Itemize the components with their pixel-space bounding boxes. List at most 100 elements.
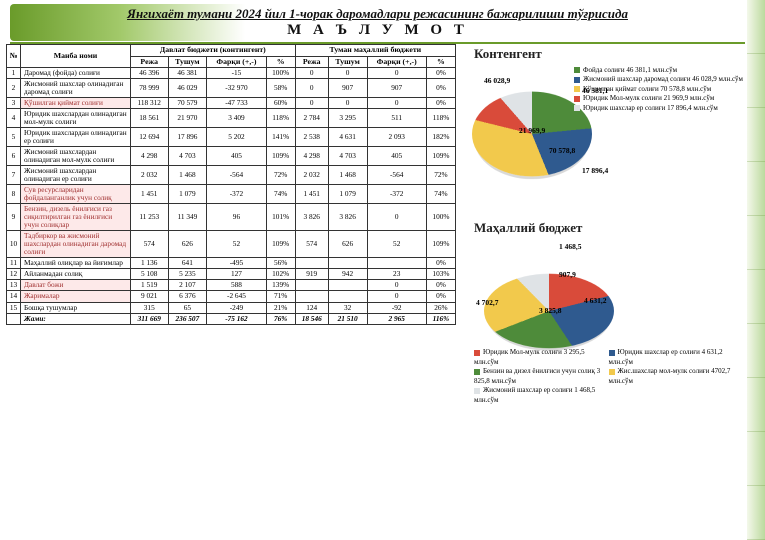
cell-value: 0% xyxy=(426,280,455,291)
cell-value: 60% xyxy=(266,98,295,109)
cell-value: 26% xyxy=(426,302,455,313)
cell-value: 109% xyxy=(266,147,295,166)
col-state-pct: % xyxy=(266,56,295,68)
col-number: № xyxy=(7,45,21,68)
cell-value: 109% xyxy=(426,147,455,166)
cell-value: 907 xyxy=(328,79,367,98)
cell-value: 4 298 xyxy=(131,147,169,166)
cell-value: 1 468 xyxy=(328,166,367,185)
total-value: 2 965 xyxy=(367,313,426,324)
cell-value: 14 xyxy=(7,291,21,302)
col-local-plan: Режа xyxy=(295,56,328,68)
cell-value: 3 xyxy=(7,98,21,109)
cell-source-name: Юридик шахслардан олинадиган ер солиғи xyxy=(21,128,131,147)
legend-item: Юридик шахслар ер солиғи 17 896,4 млн.сў… xyxy=(574,104,743,113)
cell-value: 109% xyxy=(266,231,295,258)
cell-value: 315 xyxy=(131,302,169,313)
cell-source-name: Маҳаллий олиқлар ва йиғимлар xyxy=(21,258,131,269)
cell-value: 3 826 xyxy=(328,204,367,231)
cell-value: 0 xyxy=(295,98,328,109)
cell-value: -47 733 xyxy=(207,98,266,109)
cell-value: 12 694 xyxy=(131,128,169,147)
cell-value: 118% xyxy=(266,109,295,128)
cell-value: 511 xyxy=(367,109,426,128)
col-group-local: Туман маҳаллий бюджети xyxy=(295,45,455,57)
col-group-state: Давлат бюджети (контингент) xyxy=(131,45,296,57)
cell-value: 626 xyxy=(168,231,207,258)
cell-value: 65 xyxy=(168,302,207,313)
cell-value: 103% xyxy=(426,269,455,280)
cell-value: 124 xyxy=(295,302,328,313)
cell-value: 4 298 xyxy=(295,147,328,166)
cell-value: 101% xyxy=(266,204,295,231)
total-value: 18 546 xyxy=(295,313,328,324)
cell-source-name: Тадбиркор ва жисмоний шахслардан олинади… xyxy=(21,231,131,258)
cell-value: 12 xyxy=(7,269,21,280)
cell-value: -249 xyxy=(207,302,266,313)
cell-value: 1 468 xyxy=(168,166,207,185)
cell-value: 11 xyxy=(7,258,21,269)
legend-item: Жисмоний шахслар даромад солиғи 46 028,9… xyxy=(574,75,743,84)
cell-value: 6 376 xyxy=(168,291,207,302)
pie-slice-label: 907,9 xyxy=(559,270,576,279)
cell-source-name: Бошқа тушумлар xyxy=(21,302,131,313)
pie-slice-label: 4 702,7 xyxy=(476,298,499,307)
cell-value: 13 xyxy=(7,280,21,291)
cell-value: 21% xyxy=(266,302,295,313)
cell-value xyxy=(367,258,426,269)
cell-value: 7 xyxy=(7,166,21,185)
total-value: 236 507 xyxy=(168,313,207,324)
cell-value: 58% xyxy=(266,79,295,98)
legend-item: Жис.шахслар мол-мулк солиғи 4702,7 млн.с… xyxy=(609,367,744,386)
cell-value: 4 xyxy=(7,109,21,128)
table-row: 6Жисмоний шахслардан олинадиган мол-мулк… xyxy=(7,147,456,166)
cell-value: 52 xyxy=(207,231,266,258)
table-total-row: Жами:311 669236 507-75 16276%18 54621 51… xyxy=(7,313,456,324)
legend-item: Қўшилган қиймат солиғи 70 578,8 млн.сўм xyxy=(574,85,743,94)
cell-value: 74% xyxy=(426,185,455,204)
pie-slice-label: 17 896,4 xyxy=(582,166,608,175)
cell-value: 907 xyxy=(367,79,426,98)
cell-value: 0 xyxy=(328,98,367,109)
cell-value: 1 451 xyxy=(295,185,328,204)
cell-value xyxy=(295,258,328,269)
cell-source-name: Жисмоний шахслардан олинадиган мол-мулк … xyxy=(21,147,131,166)
right-border-decoration xyxy=(747,0,765,540)
cell-value: 1 xyxy=(7,68,21,79)
cell-value: 71% xyxy=(266,291,295,302)
cell-value xyxy=(328,258,367,269)
total-value: -75 162 xyxy=(207,313,266,324)
cell-value: 100% xyxy=(426,204,455,231)
cell-value: 17 896 xyxy=(168,128,207,147)
cell-value: 405 xyxy=(207,147,266,166)
cell-value: 0 xyxy=(367,291,426,302)
cell-value: 102% xyxy=(266,269,295,280)
table-row: 14Жарималар9 0216 376-2 64571%00% xyxy=(7,291,456,302)
chart1-legend: Фойда солиғи 46 381,1 млн.сўмЖисмоний ша… xyxy=(574,66,743,113)
col-source: Манба номи xyxy=(21,45,131,68)
total-value: 311 669 xyxy=(131,313,169,324)
cell-value: 52 xyxy=(367,231,426,258)
legend-item: Бензин ва дизел ёнилғиси учун солиқ 3 82… xyxy=(474,367,609,386)
cell-value: 3 295 xyxy=(328,109,367,128)
legend-item: Фойда солиғи 46 381,1 млн.сўм xyxy=(574,66,743,75)
col-state-income: Тушум xyxy=(168,56,207,68)
cell-value: 0% xyxy=(426,68,455,79)
cell-value: -92 xyxy=(367,302,426,313)
page-title-line2: М А Ъ Л У М О Т xyxy=(16,22,739,39)
cell-value: 0% xyxy=(426,291,455,302)
cell-value xyxy=(295,291,328,302)
cell-value: 4 631 xyxy=(328,128,367,147)
cell-value: 8 xyxy=(7,185,21,204)
cell-value: 5 202 xyxy=(207,128,266,147)
cell-value xyxy=(295,280,328,291)
cell-value: 2 538 xyxy=(295,128,328,147)
page-title-line1: Янгихаёт тумани 2024 йил 1-чорак даромад… xyxy=(16,6,739,22)
table-row: 2Жисмоний шахслар олинадиган даромад сол… xyxy=(7,79,456,98)
cell-value: 3 409 xyxy=(207,109,266,128)
total-value xyxy=(7,313,21,324)
cell-value: 100% xyxy=(266,68,295,79)
total-value: 21 510 xyxy=(328,313,367,324)
cell-value: 10 xyxy=(7,231,21,258)
cell-value: 72% xyxy=(426,166,455,185)
